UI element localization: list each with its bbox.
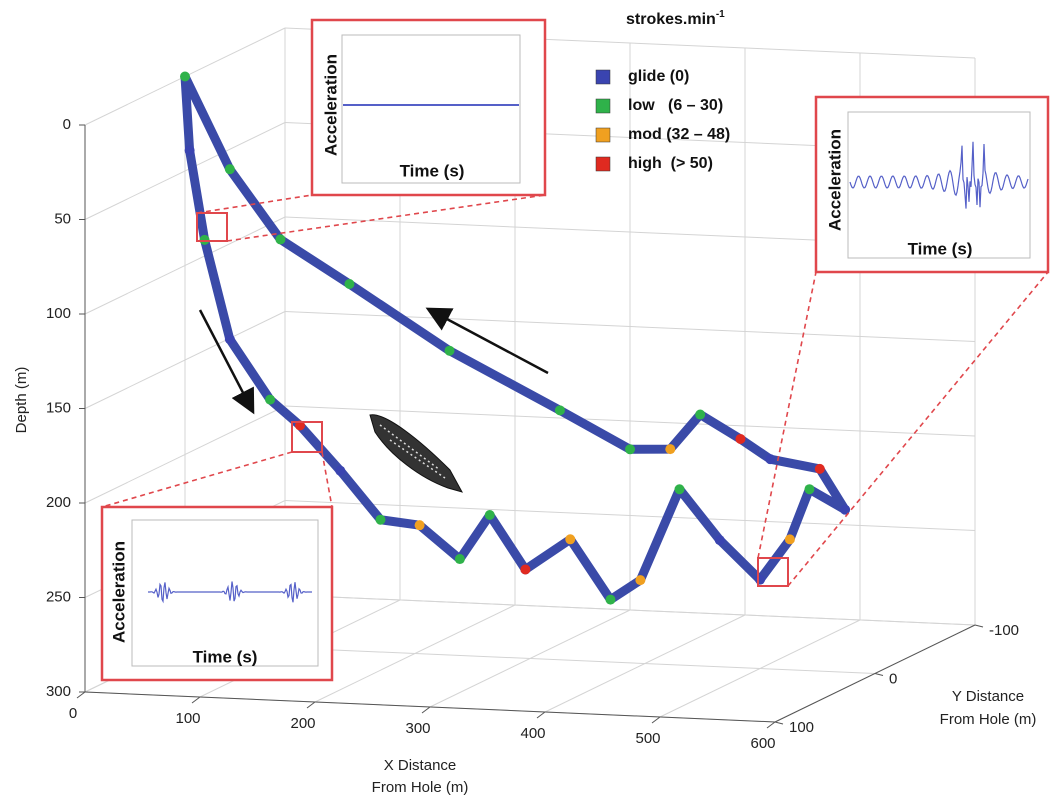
legend-label: high (> 50) — [628, 155, 713, 172]
inset-x-label: Time (s) — [193, 647, 258, 666]
z-tick-label: 300 — [46, 683, 71, 700]
track-point — [665, 444, 676, 455]
track-point — [605, 594, 616, 605]
x-axis-title: From Hole (m) — [372, 779, 469, 796]
track-point — [484, 510, 495, 520]
legend-label: low (6 – 30) — [628, 97, 723, 114]
track-point — [840, 504, 851, 515]
x-tick — [306, 701, 316, 709]
track-point — [755, 574, 765, 585]
x-tick — [536, 711, 546, 719]
x-tick — [766, 721, 776, 729]
track-point — [520, 564, 531, 575]
z-tick-label: 100 — [46, 305, 71, 322]
x-tick — [421, 706, 431, 714]
x-tick — [191, 696, 201, 704]
legend-title: strokes.min-1 — [626, 9, 725, 29]
inset: Acceleration Time (s) — [100, 505, 334, 682]
y-tick-label: 100 — [789, 719, 814, 736]
direction-arrow — [198, 309, 255, 415]
grid-line — [84, 216, 286, 315]
track-point — [565, 534, 576, 545]
grid-line — [84, 122, 286, 220]
legend-swatch — [595, 69, 611, 85]
track-point — [784, 534, 795, 545]
track-point — [714, 535, 725, 546]
x-tick-label: 0 — [69, 705, 77, 722]
track-point — [344, 278, 355, 289]
z-tick-label: 250 — [46, 588, 71, 605]
track-point — [375, 514, 386, 525]
legend-swatch — [595, 98, 611, 114]
inset-y-label: Acceleration — [825, 129, 844, 231]
y-axis-title: From Hole (m) — [940, 711, 1037, 728]
grid-line — [84, 311, 286, 409]
y-axis-title: Y Distance — [952, 688, 1024, 705]
x-tick — [651, 716, 661, 724]
y-tick-label: 0 — [889, 670, 897, 687]
track-point — [180, 71, 190, 82]
track-point — [814, 463, 825, 474]
track-layer — [180, 71, 851, 605]
track-point — [184, 145, 195, 156]
inset-x-label: Time (s) — [908, 239, 973, 258]
fish-illustration — [369, 414, 464, 493]
legend-label: mod (32 – 48) — [628, 126, 730, 143]
track-point — [224, 334, 235, 345]
inset-x-label: Time (s) — [400, 161, 465, 180]
track-point — [335, 465, 346, 476]
grid-line — [284, 594, 976, 626]
track-point — [275, 234, 286, 245]
inset-y-label: Acceleration — [109, 541, 128, 643]
legend-label: glide (0) — [628, 68, 689, 85]
x-tick-label: 300 — [405, 720, 430, 737]
track-point — [765, 454, 776, 465]
x-tick-label: 600 — [750, 735, 775, 752]
grid-line — [284, 405, 976, 437]
z-tick-label: 0 — [63, 116, 71, 133]
track-point — [454, 554, 465, 565]
grid-line — [284, 500, 976, 531]
y-tick-label: -100 — [989, 622, 1019, 639]
x-tick — [76, 691, 86, 699]
track-point — [735, 433, 746, 444]
direction-arrow — [425, 307, 549, 375]
track-point — [224, 164, 235, 175]
x-tick-label: 200 — [290, 715, 315, 732]
legend-title-text: strokes.min — [626, 11, 716, 28]
track-point — [625, 444, 636, 455]
legend-swatch — [595, 127, 611, 143]
track-point — [695, 409, 706, 420]
inset: Acceleration Time (s) — [814, 95, 1050, 274]
grid-line — [84, 405, 286, 504]
track-point — [554, 405, 565, 416]
track-point — [444, 345, 455, 356]
x-axis-title: X Distance — [384, 757, 457, 774]
x-tick-label: 500 — [635, 730, 660, 747]
legend-swatch — [595, 156, 611, 172]
z-axis-title: Depth (m) — [13, 367, 30, 434]
y-tick — [874, 673, 884, 676]
track-point — [804, 484, 815, 495]
inset: Acceleration Time (s) — [310, 18, 547, 197]
y-tick — [974, 624, 984, 628]
legend-title-superscript: -1 — [716, 9, 725, 20]
z-tick-label: 150 — [46, 399, 71, 416]
z-tick-label: 200 — [46, 494, 71, 511]
track-point — [199, 234, 210, 245]
inset-y-label: Acceleration — [321, 54, 340, 156]
track-point — [635, 575, 646, 586]
track-point — [674, 484, 685, 495]
track-point — [265, 394, 276, 405]
y-tick — [774, 721, 784, 725]
legend: strokes.min-1 glide (0) low (6 – 30) mod (… — [595, 9, 730, 172]
z-tick-label: 50 — [54, 210, 71, 227]
x-tick-label: 100 — [175, 710, 200, 727]
zoom-connectors — [101, 194, 1049, 587]
x-tick-label: 400 — [520, 725, 545, 742]
track-point — [414, 520, 425, 531]
